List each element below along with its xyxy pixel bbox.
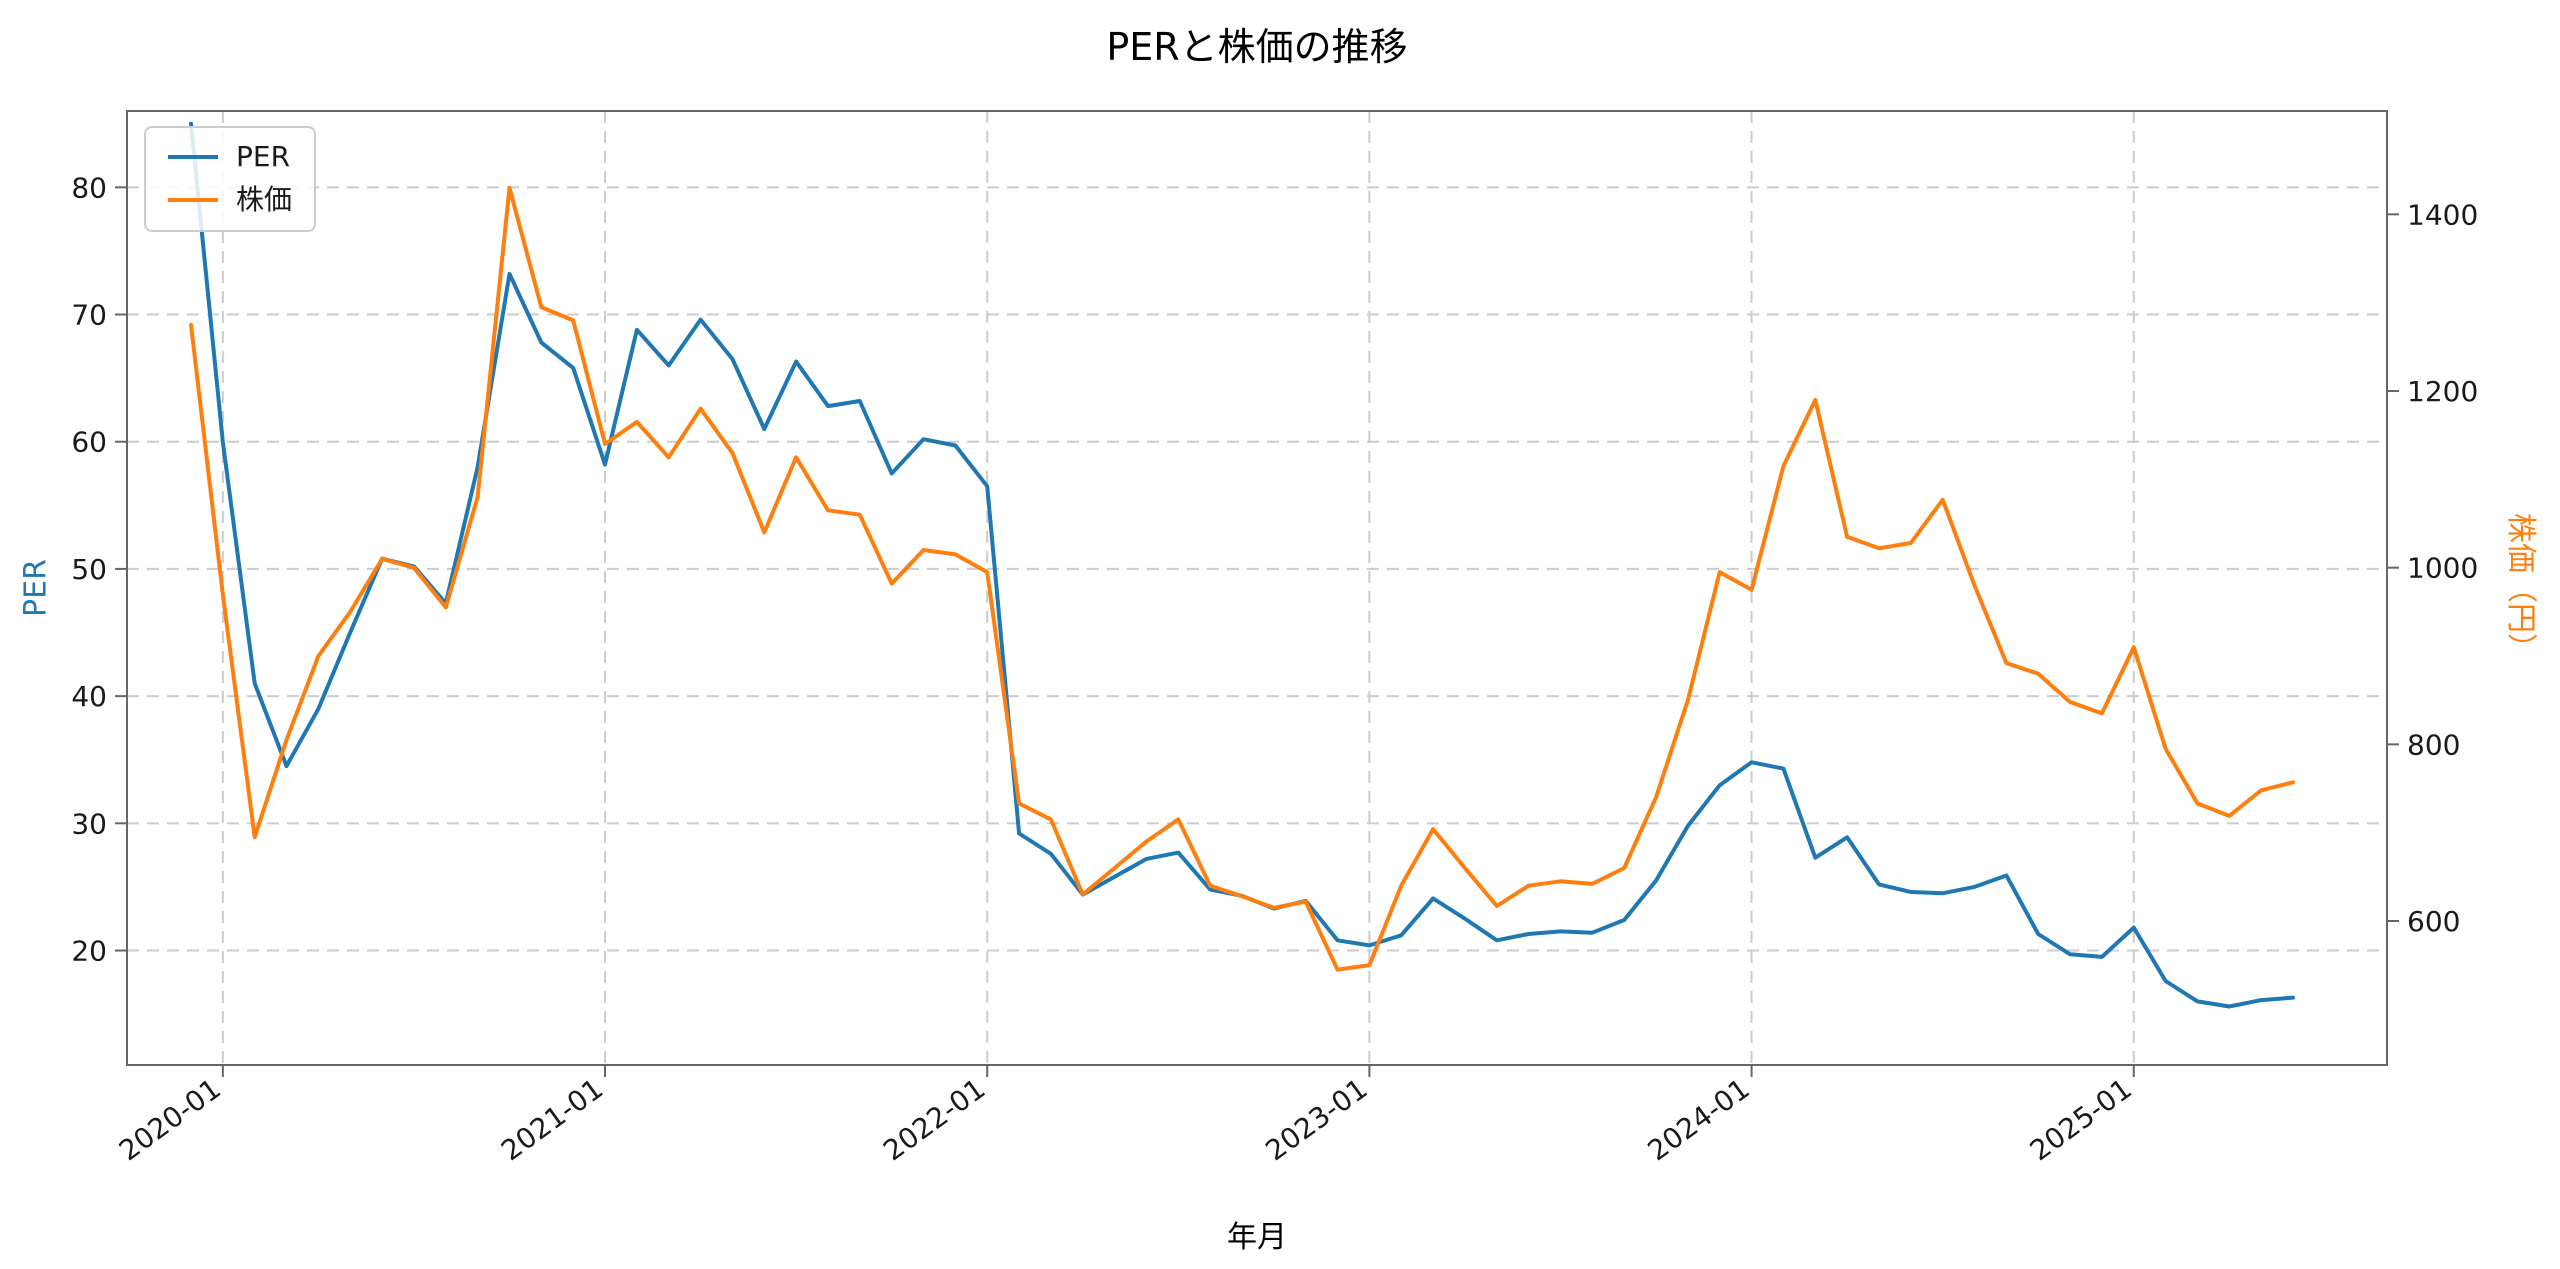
right-y-axis-title: 株価（円） bbox=[2503, 513, 2538, 663]
y-left-tick-label: 60 bbox=[71, 426, 107, 459]
x-tick-label: 2023-01 bbox=[1259, 1072, 1373, 1167]
legend: PER 株価 bbox=[144, 126, 317, 232]
y-left-tick-label: 70 bbox=[71, 299, 107, 332]
x-tick-label: 2022-01 bbox=[877, 1072, 991, 1167]
per-line-series bbox=[189, 121, 2295, 1009]
x-tick-label: 2024-01 bbox=[1642, 1072, 1756, 1167]
legend-label-per: PER bbox=[236, 140, 291, 173]
y-right-tick-label: 1400 bbox=[2407, 198, 2478, 231]
per-line-swatch bbox=[168, 155, 218, 160]
x-tick-label: 2025-01 bbox=[2024, 1072, 2138, 1167]
y-left-tick-label: 40 bbox=[71, 680, 107, 713]
x-tick-label: 2020-01 bbox=[113, 1072, 227, 1167]
x-axis-title: 年月 bbox=[1227, 1220, 1287, 1255]
y-right-tick-label: 600 bbox=[2407, 905, 2460, 938]
plot-border bbox=[126, 110, 2388, 1066]
y-right-tick-label: 1200 bbox=[2407, 375, 2478, 408]
y-left-tick-label: 20 bbox=[71, 935, 107, 968]
left-y-axis-title: PER bbox=[18, 559, 54, 617]
y-left-tick-label: 30 bbox=[71, 807, 107, 840]
price-line-series bbox=[189, 185, 2295, 972]
legend-label-price: 株価 bbox=[236, 182, 293, 216]
y-left-tick-label: 50 bbox=[71, 553, 107, 586]
y-right-tick-label: 800 bbox=[2407, 728, 2460, 761]
chart-title: PERと株価の推移 bbox=[1106, 25, 1408, 69]
price-line-swatch bbox=[168, 198, 218, 203]
y-left-tick-label: 80 bbox=[71, 171, 107, 204]
y-right-tick-label: 1000 bbox=[2407, 552, 2478, 585]
legend-item-price: 株価 bbox=[168, 182, 293, 216]
legend-item-per: PER bbox=[168, 140, 292, 173]
x-tick-label: 2021-01 bbox=[495, 1072, 609, 1167]
